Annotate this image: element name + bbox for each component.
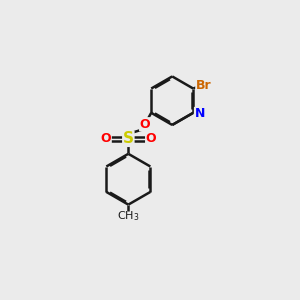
Text: S: S (123, 131, 134, 146)
Text: Br: Br (196, 79, 212, 92)
Text: O: O (146, 132, 156, 145)
Text: N: N (194, 107, 205, 121)
Text: CH$_3$: CH$_3$ (117, 209, 140, 223)
Text: O: O (140, 118, 150, 131)
Text: O: O (100, 132, 111, 145)
